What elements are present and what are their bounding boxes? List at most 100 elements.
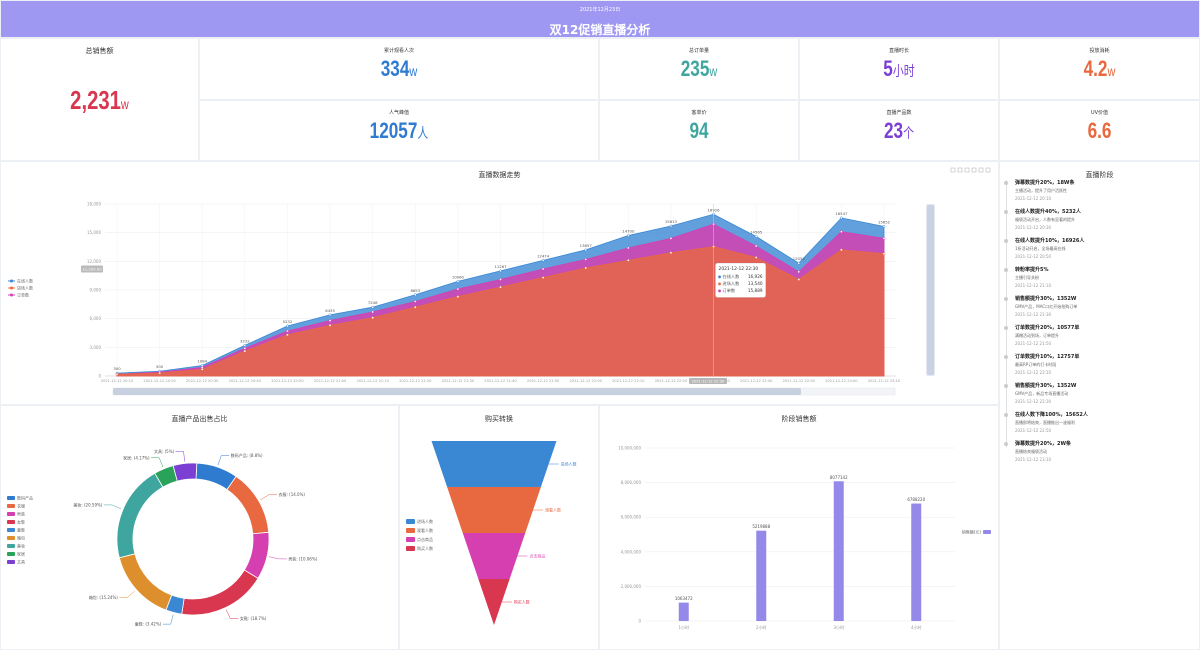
- timeline-item-title: 销售额提升30%，1352W: [1015, 296, 1077, 302]
- pie-slice-label: 文具: (5%): [154, 448, 175, 454]
- data-point: [797, 261, 801, 265]
- pie-slice: [118, 553, 173, 611]
- kpi-peak: 人气峰值 12057人: [200, 101, 598, 160]
- timeline-item-desc: 1折活动开启，全场最高在线: [1015, 246, 1066, 251]
- x-tick-label: 3小时: [833, 624, 844, 630]
- timeline-item: 弹幕数提升20%，18W条 主播活动，提升了用户活跃性 2021-12-12 20:…: [1000, 179, 1199, 207]
- data-point: [371, 310, 375, 314]
- data-point: [413, 293, 417, 297]
- data-point: [669, 224, 673, 228]
- pie-label-line: [175, 451, 185, 462]
- zoom-icon[interactable]: [957, 167, 963, 173]
- x-tick-label: 2021-12-12 22:20: [655, 379, 688, 383]
- x-tick-label: 2021-12-12 21:20: [399, 379, 432, 383]
- timeline-item-desc: GMV产品，MAC口红开始抢购订单: [1015, 304, 1078, 309]
- legend-swatch: [7, 512, 15, 516]
- stage-bar-panel: 阶段销售额 0 2,000,000 4,000,000 6,000,000 8,000,…: [600, 406, 998, 649]
- data-label: 15652: [878, 219, 891, 224]
- bar-value-label: 6788220: [907, 497, 925, 502]
- legend-swatch: [406, 528, 415, 533]
- legend-marker: [10, 293, 13, 297]
- data-point: [456, 287, 460, 291]
- legend-label: 家居: [17, 551, 25, 557]
- data-label: 11267: [494, 264, 507, 269]
- timeline-item-desc: 满赠活动到场，订单提升: [1015, 333, 1059, 338]
- timeline-line: [1006, 180, 1007, 447]
- legend-label: 数码产品: [17, 495, 33, 501]
- kpi-value: 94: [689, 118, 709, 143]
- kpi-value: 23个: [883, 118, 915, 143]
- timeline-dot: [1004, 181, 1008, 185]
- kpi-label: 人气峰值: [388, 110, 409, 116]
- kpi-label: 直播产品数: [886, 110, 912, 116]
- kpi-value: 2,231w: [70, 85, 129, 115]
- data-label: 8653: [410, 288, 420, 293]
- timeline-dot: [1004, 239, 1008, 243]
- dashboard-title: 双12促销直播分析: [549, 23, 651, 37]
- timeline-panel: 直播阶段 弹幕数提升20%，18W条 主播活动，提升了用户活跃性 2021-12-1…: [1000, 162, 1199, 649]
- timeline-list: 弹幕数提升20%，18W条 主播活动，提升了用户活跃性 2021-12-12 20:…: [1000, 179, 1199, 639]
- y-tick-label: 15,000: [87, 230, 101, 235]
- kpi-label: 客单价: [691, 110, 707, 116]
- timeline-item-time: 2021-12-12 20:10: [1015, 196, 1052, 201]
- kpi-label: 直播时长: [888, 48, 909, 54]
- y-tick-label: 2,000,000: [621, 584, 642, 589]
- bar-icon[interactable]: [978, 167, 984, 173]
- data-point: [584, 266, 588, 270]
- legend-swatch: [7, 560, 15, 564]
- line-icon[interactable]: [971, 167, 977, 173]
- pie-label-line: [103, 504, 122, 510]
- funnel-stage: [462, 533, 526, 579]
- legend-label: 美妆: [17, 543, 25, 549]
- legend-label: 观看人数: [417, 527, 433, 533]
- timeline-item-desc: 直播即将结束，直播推出一波福利: [1015, 420, 1075, 425]
- timeline-item-desc: 福袋活动开启，人数有显著的提升: [1015, 217, 1075, 222]
- timeline-item-desc: GMV产品，新品专场直播活动: [1015, 391, 1069, 396]
- kpi-label: 累计观看人次: [383, 48, 414, 54]
- data-point: [328, 324, 332, 327]
- timeline-item-title: 转粉率提升5%: [1015, 267, 1049, 273]
- timeline-item-time: 2021-12-12 21:10: [1015, 283, 1052, 288]
- tooltip-time: 2021-12-12 22:30: [719, 266, 759, 272]
- timeline-item-desc: 直播结束福袋活动: [1015, 449, 1047, 454]
- legend-label: 点击商品: [417, 536, 433, 542]
- data-point: [882, 237, 886, 240]
- data-point: [286, 324, 289, 328]
- data-label: 12054: [793, 256, 806, 261]
- axis-pointer-badge: [81, 265, 103, 273]
- data-point: [243, 349, 247, 353]
- bar-value-label: 1063472: [675, 596, 693, 601]
- timeline-item-time: 2021-12-12 20:50: [1015, 254, 1052, 259]
- x-tick-label: 2021-12-12 20:40: [229, 379, 262, 383]
- bar-value-label: 5219888: [752, 524, 770, 529]
- legend-label: 箱包: [17, 535, 25, 541]
- kpi-value: 12057人: [369, 118, 429, 143]
- data-point: [413, 300, 417, 303]
- kpi-orders: 总订单量 235w: [600, 39, 798, 99]
- tooltip-marker: [718, 275, 721, 279]
- restore-icon[interactable]: [964, 167, 970, 173]
- data-point: [456, 280, 460, 283]
- y-tick-label: 0: [638, 619, 641, 624]
- pie-slice: [181, 569, 259, 616]
- x-tick-label: 1小时: [678, 624, 689, 630]
- save-icon[interactable]: [950, 167, 956, 173]
- tooltip-marker: [718, 282, 721, 286]
- kpi-value: 4.2w: [1083, 56, 1116, 81]
- kpi-uv-value: UV价值 6.6: [1000, 101, 1199, 160]
- bar: [756, 530, 767, 621]
- tooltip-series-value: 13,540: [748, 281, 763, 286]
- y-tick-label: 8,000,000: [621, 480, 642, 485]
- timeline-item-time: 2021-12-12 22:10: [1015, 370, 1052, 375]
- pie-label-line: [225, 609, 239, 619]
- x-tick-label: 2021-12-12 22:10: [612, 379, 645, 383]
- pie-slice: [226, 475, 270, 535]
- kpi-value: 6.6: [1087, 118, 1112, 143]
- legend-label: 衣服: [17, 503, 25, 509]
- legend-swatch: [7, 536, 15, 540]
- pie-slice-label: 童鞋: (3.42%): [135, 621, 162, 627]
- refresh-icon[interactable]: [985, 167, 991, 173]
- kpi-label: 总销售额: [85, 47, 114, 55]
- pie-slice-label: 衣服: (14.0%): [279, 491, 306, 497]
